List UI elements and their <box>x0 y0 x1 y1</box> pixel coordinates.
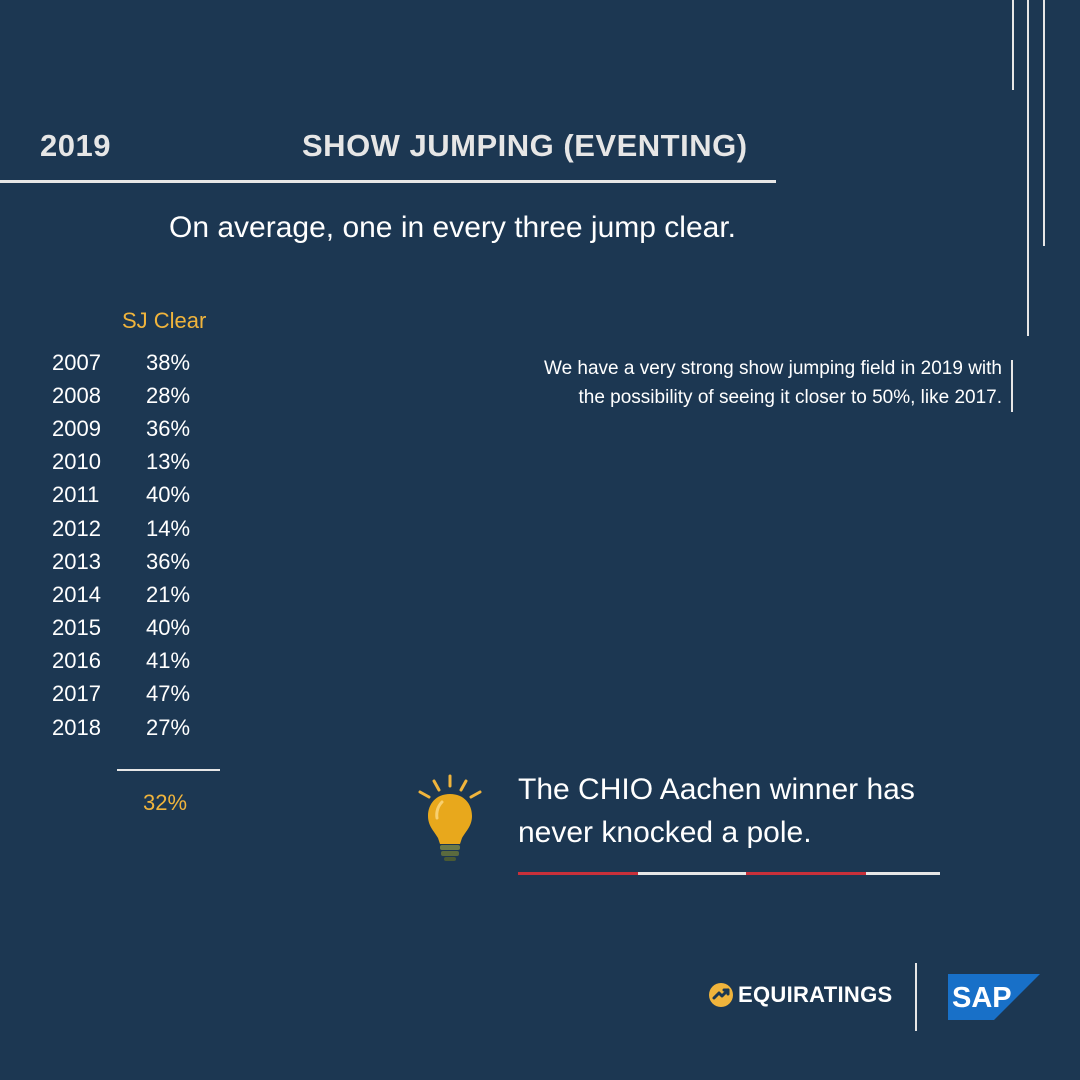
header-divider <box>0 180 776 183</box>
subtitle: On average, one in every three jump clea… <box>169 211 736 244</box>
row-value: 38% <box>146 349 191 375</box>
equiratings-logo: EQUIRATINGS <box>708 982 892 1008</box>
row-value: 27% <box>146 714 191 740</box>
table-row: 2016 41% <box>52 645 206 678</box>
decorative-line-1 <box>1012 0 1014 90</box>
row-value: 14% <box>146 515 191 541</box>
row-value: 40% <box>146 482 191 508</box>
row-year: 2015 <box>52 615 101 641</box>
note-accent-bar <box>1011 360 1013 412</box>
row-year: 2007 <box>52 349 101 375</box>
table-row: 2017 47% <box>52 678 206 711</box>
fact-underline-red <box>746 872 866 875</box>
row-value: 13% <box>146 449 191 475</box>
row-year: 2013 <box>52 548 101 574</box>
decorative-line-3 <box>1043 0 1045 246</box>
column-header-sj-clear: SJ Clear <box>122 308 207 333</box>
sum-divider <box>117 769 220 771</box>
row-year: 2012 <box>52 515 101 541</box>
row-value: 47% <box>146 681 191 707</box>
row-value: 36% <box>146 548 191 574</box>
table-row: 2015 40% <box>52 612 206 645</box>
equiratings-icon <box>709 983 733 1007</box>
page-title: SHOW JUMPING (EVENTING) <box>302 128 748 163</box>
note-line: the possibility of seeing it closer to 5… <box>578 387 1002 408</box>
equiratings-wordmark: EQUIRATINGS <box>738 982 893 1007</box>
table-row: 2018 27% <box>52 711 206 744</box>
clear-rate-table: 2007 38% 2008 28% 2009 36% 2010 13% 2011 40% … <box>52 346 206 744</box>
fact-underline-white <box>638 872 746 875</box>
row-year: 2017 <box>52 681 101 707</box>
fact-text: The CHIO Aachen winner has never knocked… <box>518 768 978 854</box>
fact-underline-white <box>866 872 940 875</box>
row-value: 40% <box>146 615 191 641</box>
row-year: 2014 <box>52 581 101 607</box>
row-year: 2016 <box>52 648 101 674</box>
sap-logo: SAP <box>948 974 1040 1020</box>
row-value: 28% <box>146 382 191 408</box>
sap-wordmark: SAP <box>952 982 1012 1014</box>
row-year: 2011 <box>52 482 100 508</box>
brand-divider <box>915 963 917 1031</box>
row-value: 36% <box>146 415 191 441</box>
average-value: 32% <box>143 790 188 815</box>
table-row: 2009 36% <box>52 412 206 445</box>
row-year: 2018 <box>52 714 101 740</box>
row-value: 21% <box>146 581 191 607</box>
row-value: 41% <box>146 648 191 674</box>
note-line: We have a very strong show jumping field… <box>543 358 1002 379</box>
table-row: 2008 28% <box>52 379 206 412</box>
commentary-note: We have a very strong show jumping field… <box>430 354 1002 412</box>
year-title: 2019 <box>40 128 111 163</box>
table-row: 2014 21% <box>52 578 206 611</box>
lightbulb-icon <box>418 774 482 861</box>
table-row: 2013 36% <box>52 545 206 578</box>
row-year: 2009 <box>52 415 101 441</box>
row-year: 2008 <box>52 382 101 408</box>
fact-underline-red <box>518 872 638 875</box>
table-row: 2007 38% <box>52 346 206 379</box>
table-row: 2012 14% <box>52 512 206 545</box>
table-row: 2010 13% <box>52 446 206 479</box>
fact-line: The CHIO Aachen winner has <box>518 773 915 806</box>
row-year: 2010 <box>52 449 101 475</box>
table-row: 2011 40% <box>52 479 206 512</box>
fact-line: never knocked a pole. <box>518 816 812 849</box>
decorative-line-2 <box>1027 0 1029 336</box>
